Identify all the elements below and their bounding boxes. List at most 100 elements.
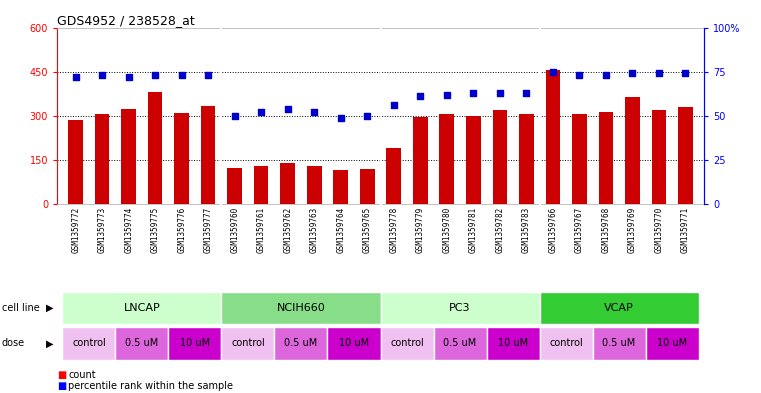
Text: 0.5 uM: 0.5 uM (444, 338, 476, 349)
Text: 10 uM: 10 uM (657, 338, 687, 349)
Text: control: control (390, 338, 424, 349)
Text: percentile rank within the sample: percentile rank within the sample (68, 381, 234, 391)
Point (228, 113, 240, 119)
Text: GSM1359777: GSM1359777 (204, 207, 212, 253)
Bar (540, 327, 593, 360)
Text: ▶: ▶ (46, 303, 53, 313)
Text: GDS4952 / 238528_at: GDS4952 / 238528_at (57, 14, 195, 27)
Text: GSM1359781: GSM1359781 (469, 207, 478, 253)
Text: GSM1359760: GSM1359760 (230, 207, 239, 253)
Point (96, 72, 108, 78)
Bar (678, 107, 693, 204)
Text: ■: ■ (57, 370, 66, 380)
Text: NCIH660: NCIH660 (276, 303, 326, 313)
Bar (168, 327, 221, 360)
Bar (540, 292, 699, 324)
Bar (645, 327, 699, 360)
Text: GSM1359774: GSM1359774 (124, 207, 133, 253)
Point (282, 106, 294, 112)
Text: ■: ■ (57, 381, 66, 391)
Bar (68, 120, 83, 204)
Point (546, 68, 559, 75)
Bar (486, 327, 540, 360)
Bar (546, 70, 560, 204)
Bar (95, 114, 110, 204)
Point (123, 74, 135, 80)
Bar (307, 166, 321, 204)
Bar (254, 166, 269, 204)
Bar (116, 327, 168, 360)
Text: VCAP: VCAP (604, 303, 634, 313)
Text: GSM1359770: GSM1359770 (654, 207, 664, 253)
Point (69, 74, 81, 80)
Text: count: count (68, 370, 96, 380)
Bar (121, 108, 136, 204)
Bar (572, 114, 587, 204)
Bar (466, 116, 481, 204)
Bar (280, 163, 295, 204)
Text: 10 uM: 10 uM (180, 338, 210, 349)
Text: GSM1359779: GSM1359779 (416, 207, 425, 253)
Point (441, 92, 453, 98)
Bar (228, 167, 242, 204)
Text: GSM1359771: GSM1359771 (681, 207, 690, 253)
Text: GSM1359772: GSM1359772 (71, 207, 80, 253)
Text: GSM1359767: GSM1359767 (575, 207, 584, 253)
Point (494, 90, 506, 96)
Text: 10 uM: 10 uM (498, 338, 528, 349)
Text: dose: dose (2, 338, 24, 349)
Text: 0.5 uM: 0.5 uM (126, 338, 158, 349)
Text: control: control (549, 338, 583, 349)
Point (149, 72, 161, 78)
Text: control: control (231, 338, 265, 349)
Text: GSM1359764: GSM1359764 (336, 207, 345, 253)
Text: GSM1359768: GSM1359768 (601, 207, 610, 253)
Point (387, 102, 400, 108)
Text: GSM1359783: GSM1359783 (522, 207, 531, 253)
Text: GSM1359765: GSM1359765 (363, 207, 371, 253)
Point (176, 72, 188, 78)
Text: cell line: cell line (2, 303, 40, 313)
Bar (221, 292, 380, 324)
Text: PC3: PC3 (449, 303, 471, 313)
Point (467, 90, 479, 96)
Text: 10 uM: 10 uM (339, 338, 369, 349)
Text: GSM1359766: GSM1359766 (549, 207, 557, 253)
Text: GSM1359769: GSM1359769 (628, 207, 637, 253)
Bar (625, 97, 640, 204)
Bar (434, 327, 486, 360)
Bar (519, 114, 533, 204)
Point (521, 90, 533, 96)
Bar (440, 114, 454, 204)
Point (414, 93, 426, 99)
Bar (62, 292, 221, 324)
Text: GSM1359776: GSM1359776 (177, 207, 186, 253)
Point (308, 109, 320, 116)
Text: 0.5 uM: 0.5 uM (603, 338, 635, 349)
Bar (651, 110, 666, 204)
Text: LNCAP: LNCAP (123, 303, 161, 313)
Bar (148, 92, 162, 204)
Text: GSM1359762: GSM1359762 (283, 207, 292, 253)
Bar (174, 113, 189, 204)
Bar (380, 327, 434, 360)
Text: control: control (72, 338, 106, 349)
Text: 0.5 uM: 0.5 uM (285, 338, 317, 349)
Point (626, 70, 638, 77)
Bar (62, 327, 116, 360)
Text: GSM1359778: GSM1359778 (390, 207, 398, 253)
Bar (201, 106, 215, 204)
Bar (333, 171, 348, 204)
Text: GSM1359763: GSM1359763 (310, 207, 319, 253)
Bar (413, 118, 428, 204)
Point (680, 70, 692, 77)
Bar (360, 169, 374, 204)
Bar (593, 327, 645, 360)
Point (202, 72, 215, 78)
Text: ▶: ▶ (46, 338, 53, 349)
Point (600, 72, 612, 78)
Point (255, 109, 267, 116)
Bar (275, 327, 327, 360)
Bar (380, 292, 540, 324)
Bar (387, 148, 401, 204)
